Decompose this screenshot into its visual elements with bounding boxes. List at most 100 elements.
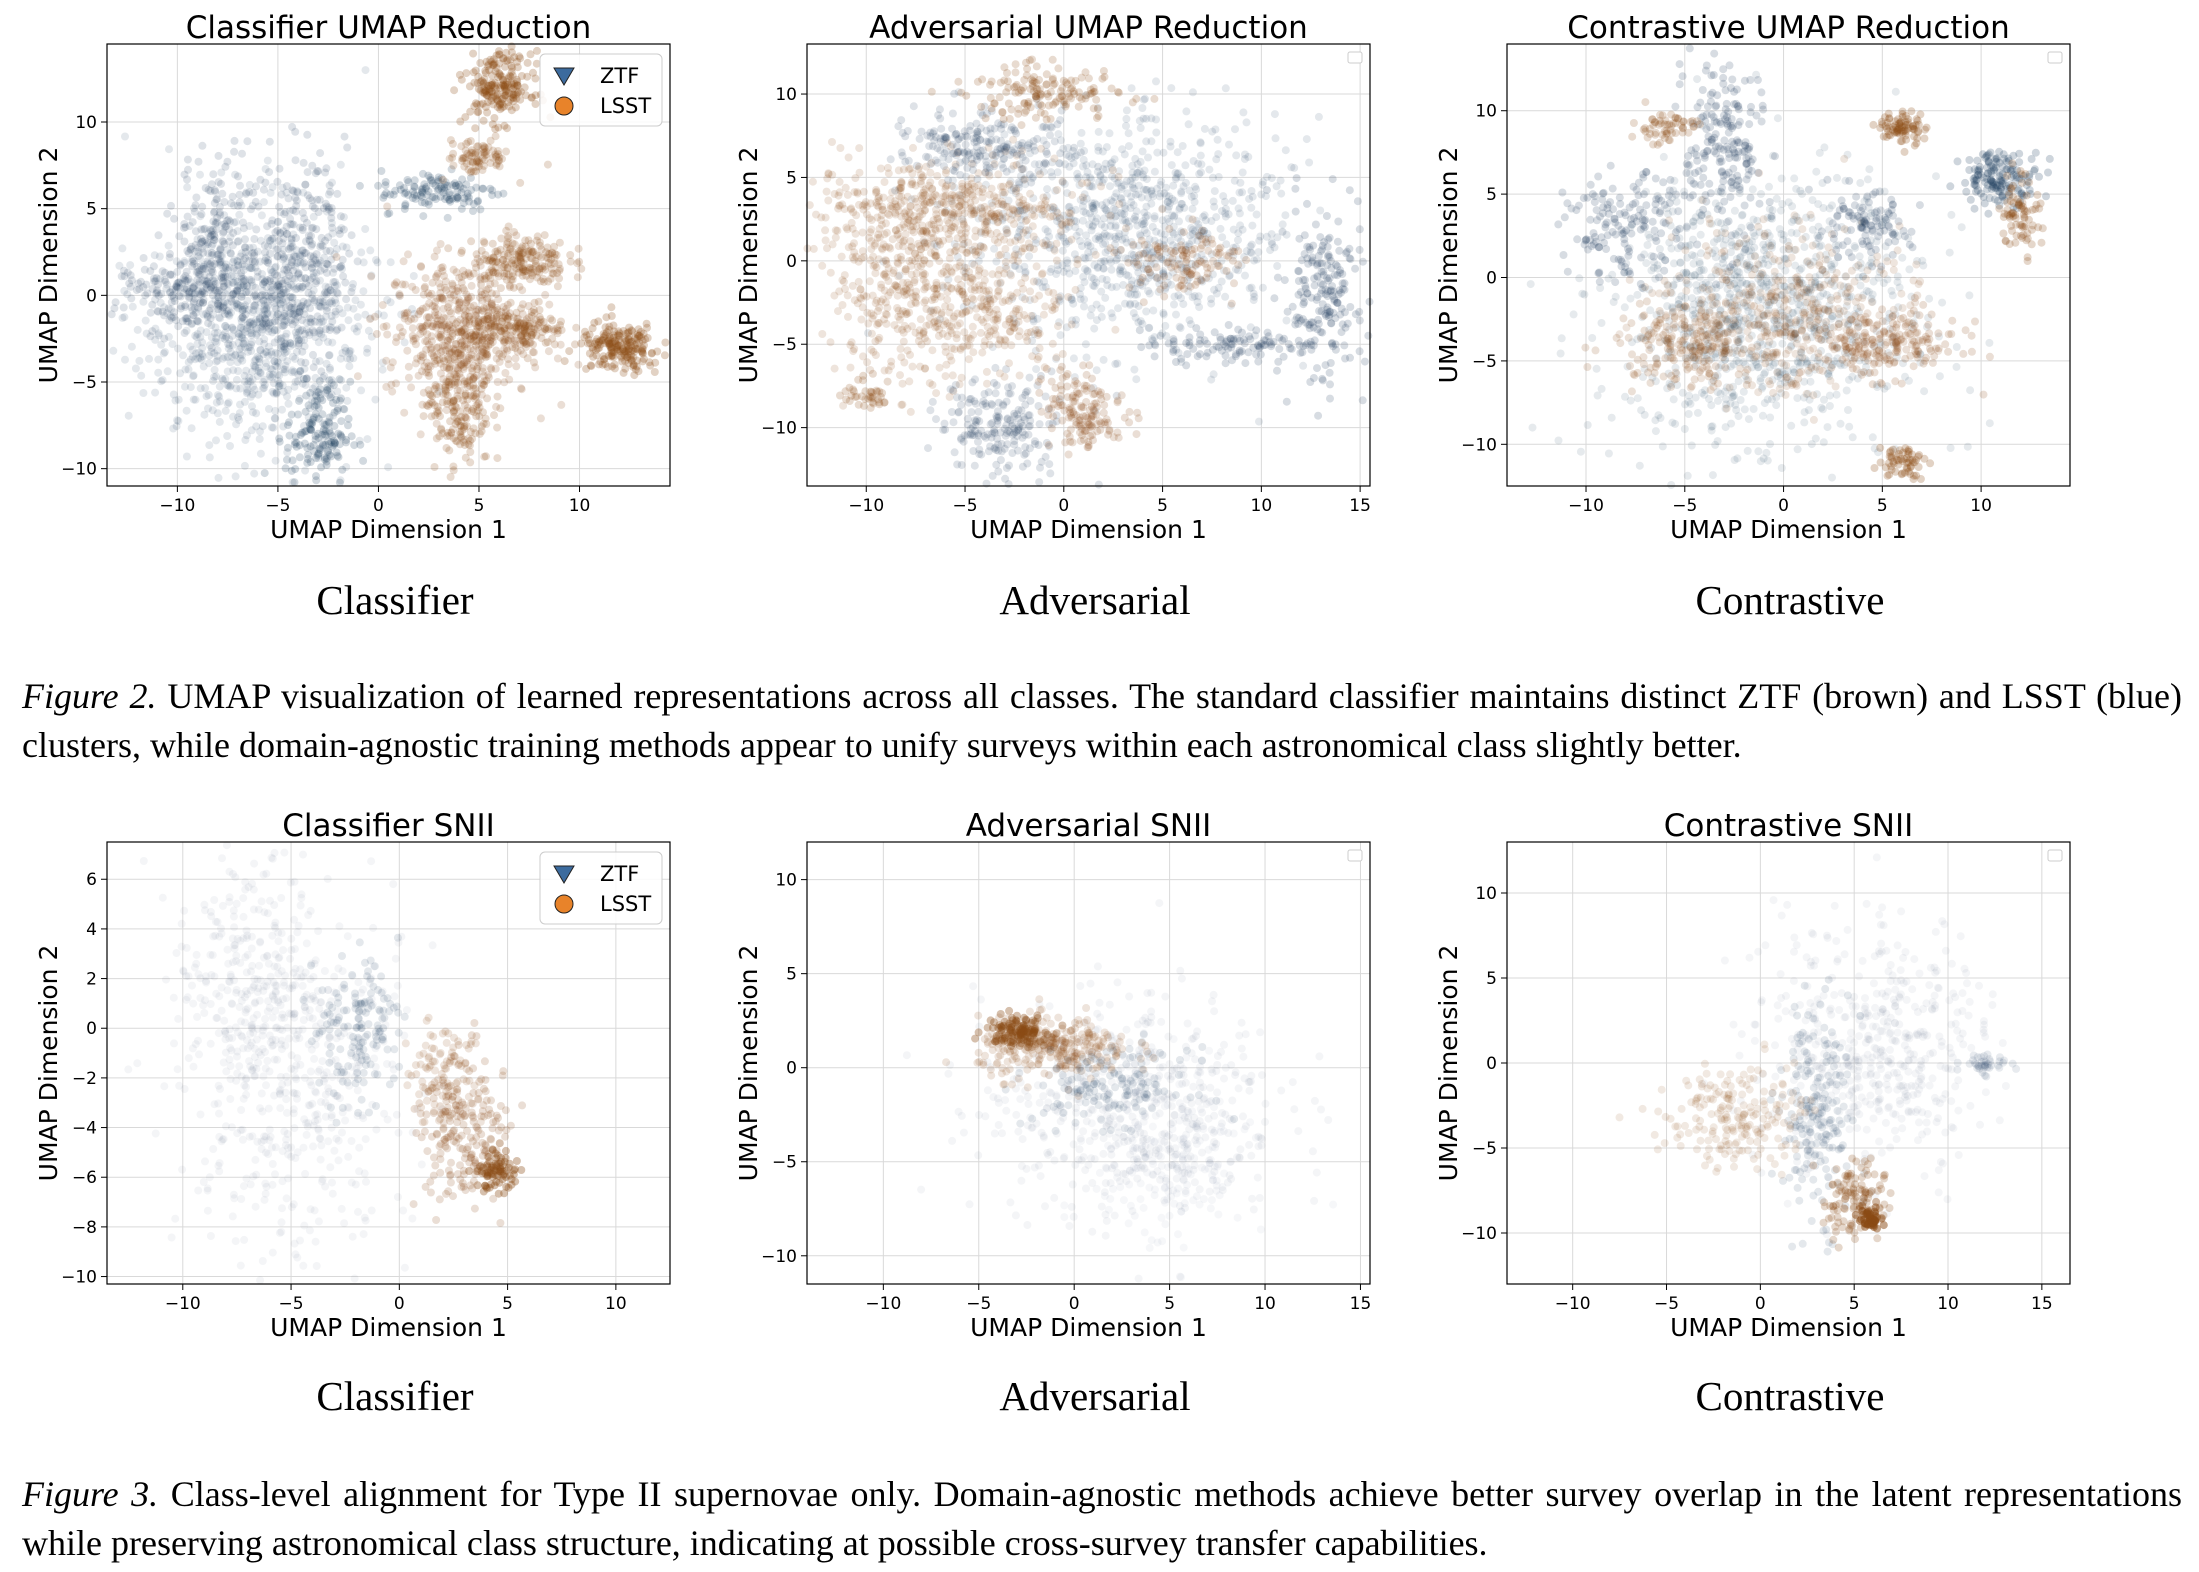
scatter-point <box>279 234 288 243</box>
scatter-point <box>294 328 303 337</box>
scatter-point <box>249 320 257 329</box>
scatter-point <box>210 373 219 381</box>
scatter-point <box>196 333 205 342</box>
y-tick-label: 5 <box>86 200 97 220</box>
scatter-point <box>494 97 503 106</box>
scatter-point <box>229 272 238 281</box>
scatter-point <box>439 188 448 197</box>
scatter-point <box>490 411 498 420</box>
scatter-point <box>451 182 460 190</box>
scatter-point <box>1282 316 1291 325</box>
scatter-point <box>1081 209 1090 218</box>
scatter-point <box>511 340 520 349</box>
scatter-point <box>491 125 500 133</box>
scatter-point <box>486 363 495 372</box>
scatter-point <box>296 367 305 376</box>
scatter-point <box>290 251 299 260</box>
scatter-point <box>288 299 297 308</box>
scatter-point <box>509 97 518 106</box>
scatter-point <box>269 423 278 432</box>
scatter-point <box>404 373 413 382</box>
scatter-point <box>248 367 257 376</box>
scatter-point <box>970 208 979 217</box>
scatter-point <box>243 385 252 394</box>
scatter-point <box>184 275 193 283</box>
scatter-point <box>160 276 169 285</box>
scatter-point <box>479 346 488 355</box>
scatter-point <box>638 345 647 354</box>
scatter-point <box>229 289 238 298</box>
scatter-point <box>285 310 293 318</box>
scatter-point <box>540 231 549 240</box>
scatter-point <box>288 320 297 329</box>
scatter-point <box>264 234 272 243</box>
scatter-point <box>275 283 284 292</box>
scatter-point <box>467 237 476 246</box>
scatter-point <box>301 466 310 475</box>
scatter-point <box>192 308 200 317</box>
scatter-point <box>298 223 307 232</box>
scatter-point <box>282 182 291 191</box>
scatter-point <box>247 317 256 326</box>
scatter-point <box>305 237 314 246</box>
scatter-point <box>1212 289 1221 298</box>
scatter-point <box>411 286 420 294</box>
scatter-point <box>228 324 237 333</box>
scatter-point <box>233 278 242 286</box>
scatter-point <box>553 354 562 363</box>
scatter-point <box>259 296 268 304</box>
scatter-point <box>432 382 441 391</box>
scatter-point <box>283 455 291 464</box>
scatter-point <box>419 412 428 421</box>
scatter-point <box>197 290 206 299</box>
scatter-point <box>1008 205 1017 214</box>
scatter-point <box>189 297 198 306</box>
scatter-point <box>198 237 207 246</box>
scatter-point <box>317 233 326 242</box>
scatter-point <box>306 304 314 313</box>
scatter-point <box>338 242 347 251</box>
scatter-point <box>291 317 300 326</box>
scatter-point <box>280 365 289 374</box>
scatter-point <box>226 249 235 257</box>
scatter-point <box>280 317 289 326</box>
scatter-point <box>1098 274 1107 283</box>
scatter-point <box>316 390 325 399</box>
scatter-point <box>239 218 247 227</box>
scatter-point <box>1091 250 1100 259</box>
scatter-point <box>473 197 482 206</box>
scatter-point <box>435 383 444 391</box>
scatter-point <box>215 258 224 267</box>
scatter-point <box>194 304 203 313</box>
scatter-point <box>334 429 343 438</box>
scatter-point <box>223 279 232 288</box>
scatter-point <box>302 374 311 383</box>
scatter-point <box>330 408 339 417</box>
scatter-point <box>826 338 835 347</box>
scatter-point <box>226 347 235 356</box>
scatter-point <box>264 319 273 328</box>
scatter-point <box>371 395 380 404</box>
scatter-point <box>466 173 475 182</box>
scatter-point <box>463 383 472 391</box>
scatter-point <box>286 309 295 318</box>
scatter-point <box>157 340 166 349</box>
scatter-point <box>314 388 323 397</box>
scatter-point <box>314 338 323 347</box>
scatter-point <box>266 318 275 327</box>
scatter-point <box>263 276 271 284</box>
scatter-point <box>280 348 289 357</box>
scatter-point <box>241 436 250 444</box>
scatter-point <box>187 289 196 297</box>
scatter-point <box>303 458 312 467</box>
scatter-point <box>160 311 169 320</box>
scatter-point <box>296 258 305 267</box>
scatter-point <box>430 463 439 471</box>
scatter-point <box>337 417 346 426</box>
scatter-point <box>339 404 348 413</box>
scatter-point <box>209 281 218 290</box>
scatter-point <box>238 334 247 343</box>
scatter-point <box>304 401 313 410</box>
scatter-point <box>566 251 575 259</box>
scatter-point <box>513 63 522 72</box>
